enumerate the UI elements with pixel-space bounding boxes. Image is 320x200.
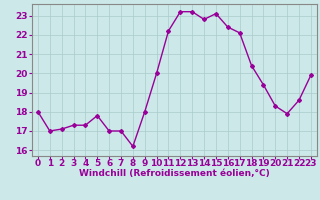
X-axis label: Windchill (Refroidissement éolien,°C): Windchill (Refroidissement éolien,°C) (79, 169, 270, 178)
